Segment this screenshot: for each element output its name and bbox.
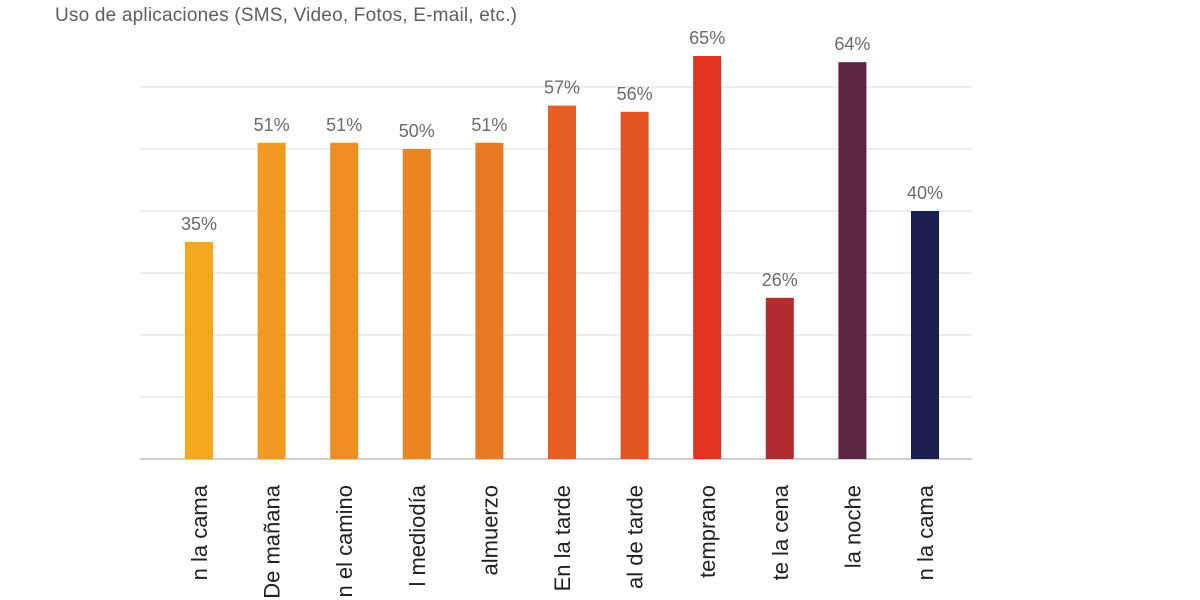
bar-2: [257, 142, 286, 460]
data-label-6: 57%: [544, 78, 580, 98]
category-label-7: al de tarde: [623, 485, 648, 589]
category-label-5: almuerzo: [477, 485, 502, 575]
bars: [185, 56, 939, 460]
category-label-8: temprano: [695, 485, 720, 578]
data-label-5: 51%: [471, 115, 507, 135]
data-label-8: 65%: [689, 28, 725, 48]
data-label-7: 56%: [617, 84, 653, 104]
category-labels: n la cama De mañana n el camino l mediodía a…: [187, 484, 938, 599]
category-label-1: n la cama: [187, 484, 212, 580]
chart-title: Uso de aplicaciones (SMS, Video, Fotos, …: [55, 5, 518, 26]
bar-4: [402, 149, 431, 459]
category-label-2: De mañana: [260, 484, 285, 599]
category-label-11: n la cama: [913, 484, 938, 580]
bar-5: [475, 142, 504, 460]
bar-9: [765, 297, 794, 459]
category-label-6: En la tarde: [550, 485, 575, 591]
bar-6: [548, 105, 576, 459]
bar-7: [620, 111, 649, 460]
value-labels: 35% 51% 51% 50% 51% 57% 56% 65% 26% 64% 40%: [181, 28, 943, 290]
data-label-9: 26%: [762, 270, 798, 290]
category-label-4: l mediodía: [405, 484, 430, 586]
category-label-3: n el camino: [332, 485, 357, 598]
data-label-3: 51%: [326, 115, 362, 135]
category-label-10: la noche: [840, 485, 865, 568]
bar-10: [838, 62, 867, 459]
data-label-1: 35%: [181, 214, 217, 234]
category-label-9: te la cena: [768, 484, 793, 580]
data-label-11: 40%: [907, 183, 943, 203]
bar-3: [330, 142, 359, 460]
data-label-4: 50%: [399, 121, 435, 141]
bar-11: [911, 211, 939, 459]
bar-8: [693, 56, 722, 459]
data-label-2: 51%: [254, 115, 290, 135]
bar-1: [185, 242, 213, 459]
data-label-10: 64%: [834, 34, 870, 54]
